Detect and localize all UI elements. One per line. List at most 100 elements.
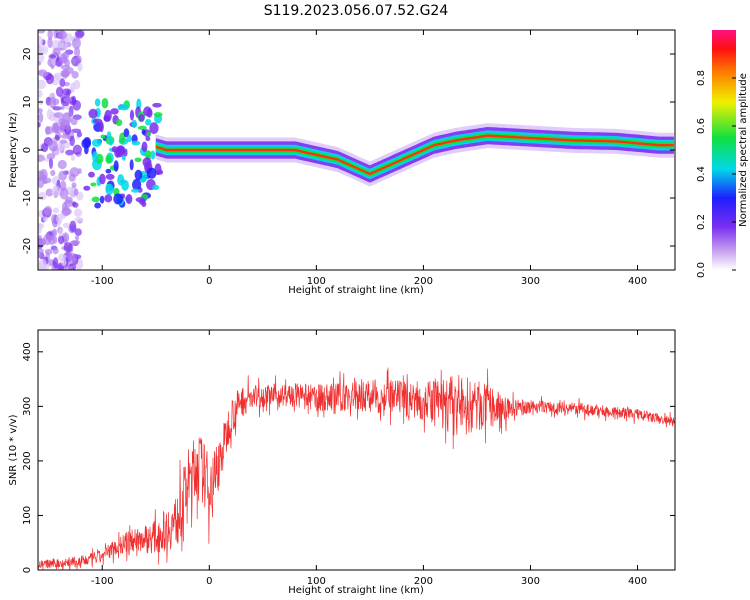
cluster-blob [152, 184, 160, 191]
noise-blob [38, 30, 46, 34]
cluster-blob [99, 173, 106, 185]
noise-blob [71, 70, 79, 79]
noise-blob [43, 205, 53, 216]
cluster-blob [90, 182, 97, 187]
cluster-blob [146, 167, 157, 179]
spectrogram-x-ticks: -100 0 100 200 300 400 [91, 30, 647, 287]
noise-blob [42, 216, 48, 222]
noise-blob [45, 126, 54, 135]
cluster-blob [131, 119, 137, 129]
noise-blob [62, 222, 71, 229]
cluster-blob [141, 129, 146, 135]
noise-blob [38, 90, 43, 98]
noise-blob [69, 220, 77, 233]
colorbar-ticks: 0.0 0.2 0.4 0.6 0.8 [696, 70, 736, 278]
snr-x-ticks: -100 0 100 200 300 400 [91, 330, 647, 587]
noise-blob [45, 73, 55, 85]
noise-blob [59, 139, 68, 144]
noise-blob [52, 228, 58, 237]
cluster-blob [113, 160, 119, 172]
colorbar-tick-label: 0.4 [696, 166, 707, 182]
cluster-blob [83, 137, 92, 147]
noise-blob [71, 128, 82, 133]
noise-blob [53, 150, 60, 156]
noise-blob [53, 124, 60, 133]
cluster-blob [110, 108, 119, 115]
noise-blob [73, 79, 81, 90]
cluster-blob [121, 155, 126, 161]
figure-title: S119.2023.056.07.52.G24 [264, 3, 449, 19]
noise-blob [38, 79, 46, 90]
x-tick-label: 100 [307, 576, 326, 587]
x-tick-label: 400 [628, 576, 647, 587]
cluster-blob [132, 178, 142, 191]
cluster-blob [129, 109, 135, 121]
cluster-blob [83, 185, 91, 191]
cluster-blob [105, 168, 112, 174]
cluster-blob [123, 128, 130, 138]
noise-blob [72, 100, 82, 111]
noise-blob [71, 37, 81, 50]
noise-blob [69, 135, 75, 147]
colorbar-tick-label: 0.2 [696, 214, 707, 230]
ridge-band-layer-4 [155, 134, 674, 176]
noise-blob [38, 112, 44, 123]
cluster-blob [134, 157, 142, 163]
cluster-blob [100, 134, 106, 139]
cluster-blob [105, 183, 114, 196]
noise-blob [68, 173, 76, 182]
noise-blob [58, 228, 63, 237]
spectrogram-xlabel: Height of straight line (km) [288, 285, 424, 296]
noise-blob [38, 61, 42, 66]
cluster-blob [134, 169, 143, 181]
noise-blob [69, 252, 77, 262]
snr-series-line [38, 367, 675, 570]
noise-blob [70, 240, 78, 247]
cluster-blob [99, 195, 105, 204]
noise-blob [47, 37, 53, 49]
noise-blob [38, 108, 43, 113]
noise-blob [47, 30, 53, 40]
cluster-blob [145, 118, 152, 126]
noise-blob [48, 157, 53, 169]
noise-blob [60, 69, 70, 78]
cluster-blob [94, 202, 102, 209]
noise-blob [57, 235, 65, 245]
cluster-blob [91, 196, 100, 203]
cluster-blob [113, 193, 123, 205]
cluster-blob [105, 154, 112, 164]
cluster-blob [88, 171, 95, 178]
x-tick-label: 200 [414, 276, 433, 287]
noise-blob [65, 149, 75, 156]
cluster-blob [99, 121, 104, 133]
snr-xlabel: Height of straight line (km) [288, 585, 424, 596]
noise-blob [38, 154, 45, 162]
noise-blob [38, 121, 41, 128]
noise-blob [42, 177, 52, 184]
colorbar-tick-label: 0.0 [696, 262, 707, 278]
noise-blob [51, 214, 58, 225]
cluster-blob [105, 173, 115, 180]
noise-blob [63, 242, 73, 253]
cluster-blob [101, 97, 109, 109]
noise-blob [41, 143, 49, 153]
y-tick-label: 200 [22, 451, 33, 470]
noise-blob [49, 111, 55, 117]
noise-blob [57, 30, 67, 40]
cluster-blob [129, 159, 134, 171]
noise-blob [38, 251, 43, 259]
cluster-blob [145, 136, 151, 142]
x-tick-label: 0 [206, 576, 212, 587]
spectrogram-y-ticks: -20 -10 0 10 20 [22, 48, 675, 254]
cluster-blob [125, 193, 133, 205]
x-tick-label: 100 [307, 276, 326, 287]
y-tick-label: -10 [22, 190, 33, 206]
y-tick-label: 20 [22, 48, 33, 61]
y-tick-label: 10 [22, 96, 33, 109]
x-tick-label: -100 [91, 576, 114, 587]
cluster-blob [138, 199, 145, 205]
noise-blob [55, 86, 64, 98]
snr-panel: -100 0 100 200 300 400 0 100 200 300 400 Height o… [8, 329, 676, 596]
